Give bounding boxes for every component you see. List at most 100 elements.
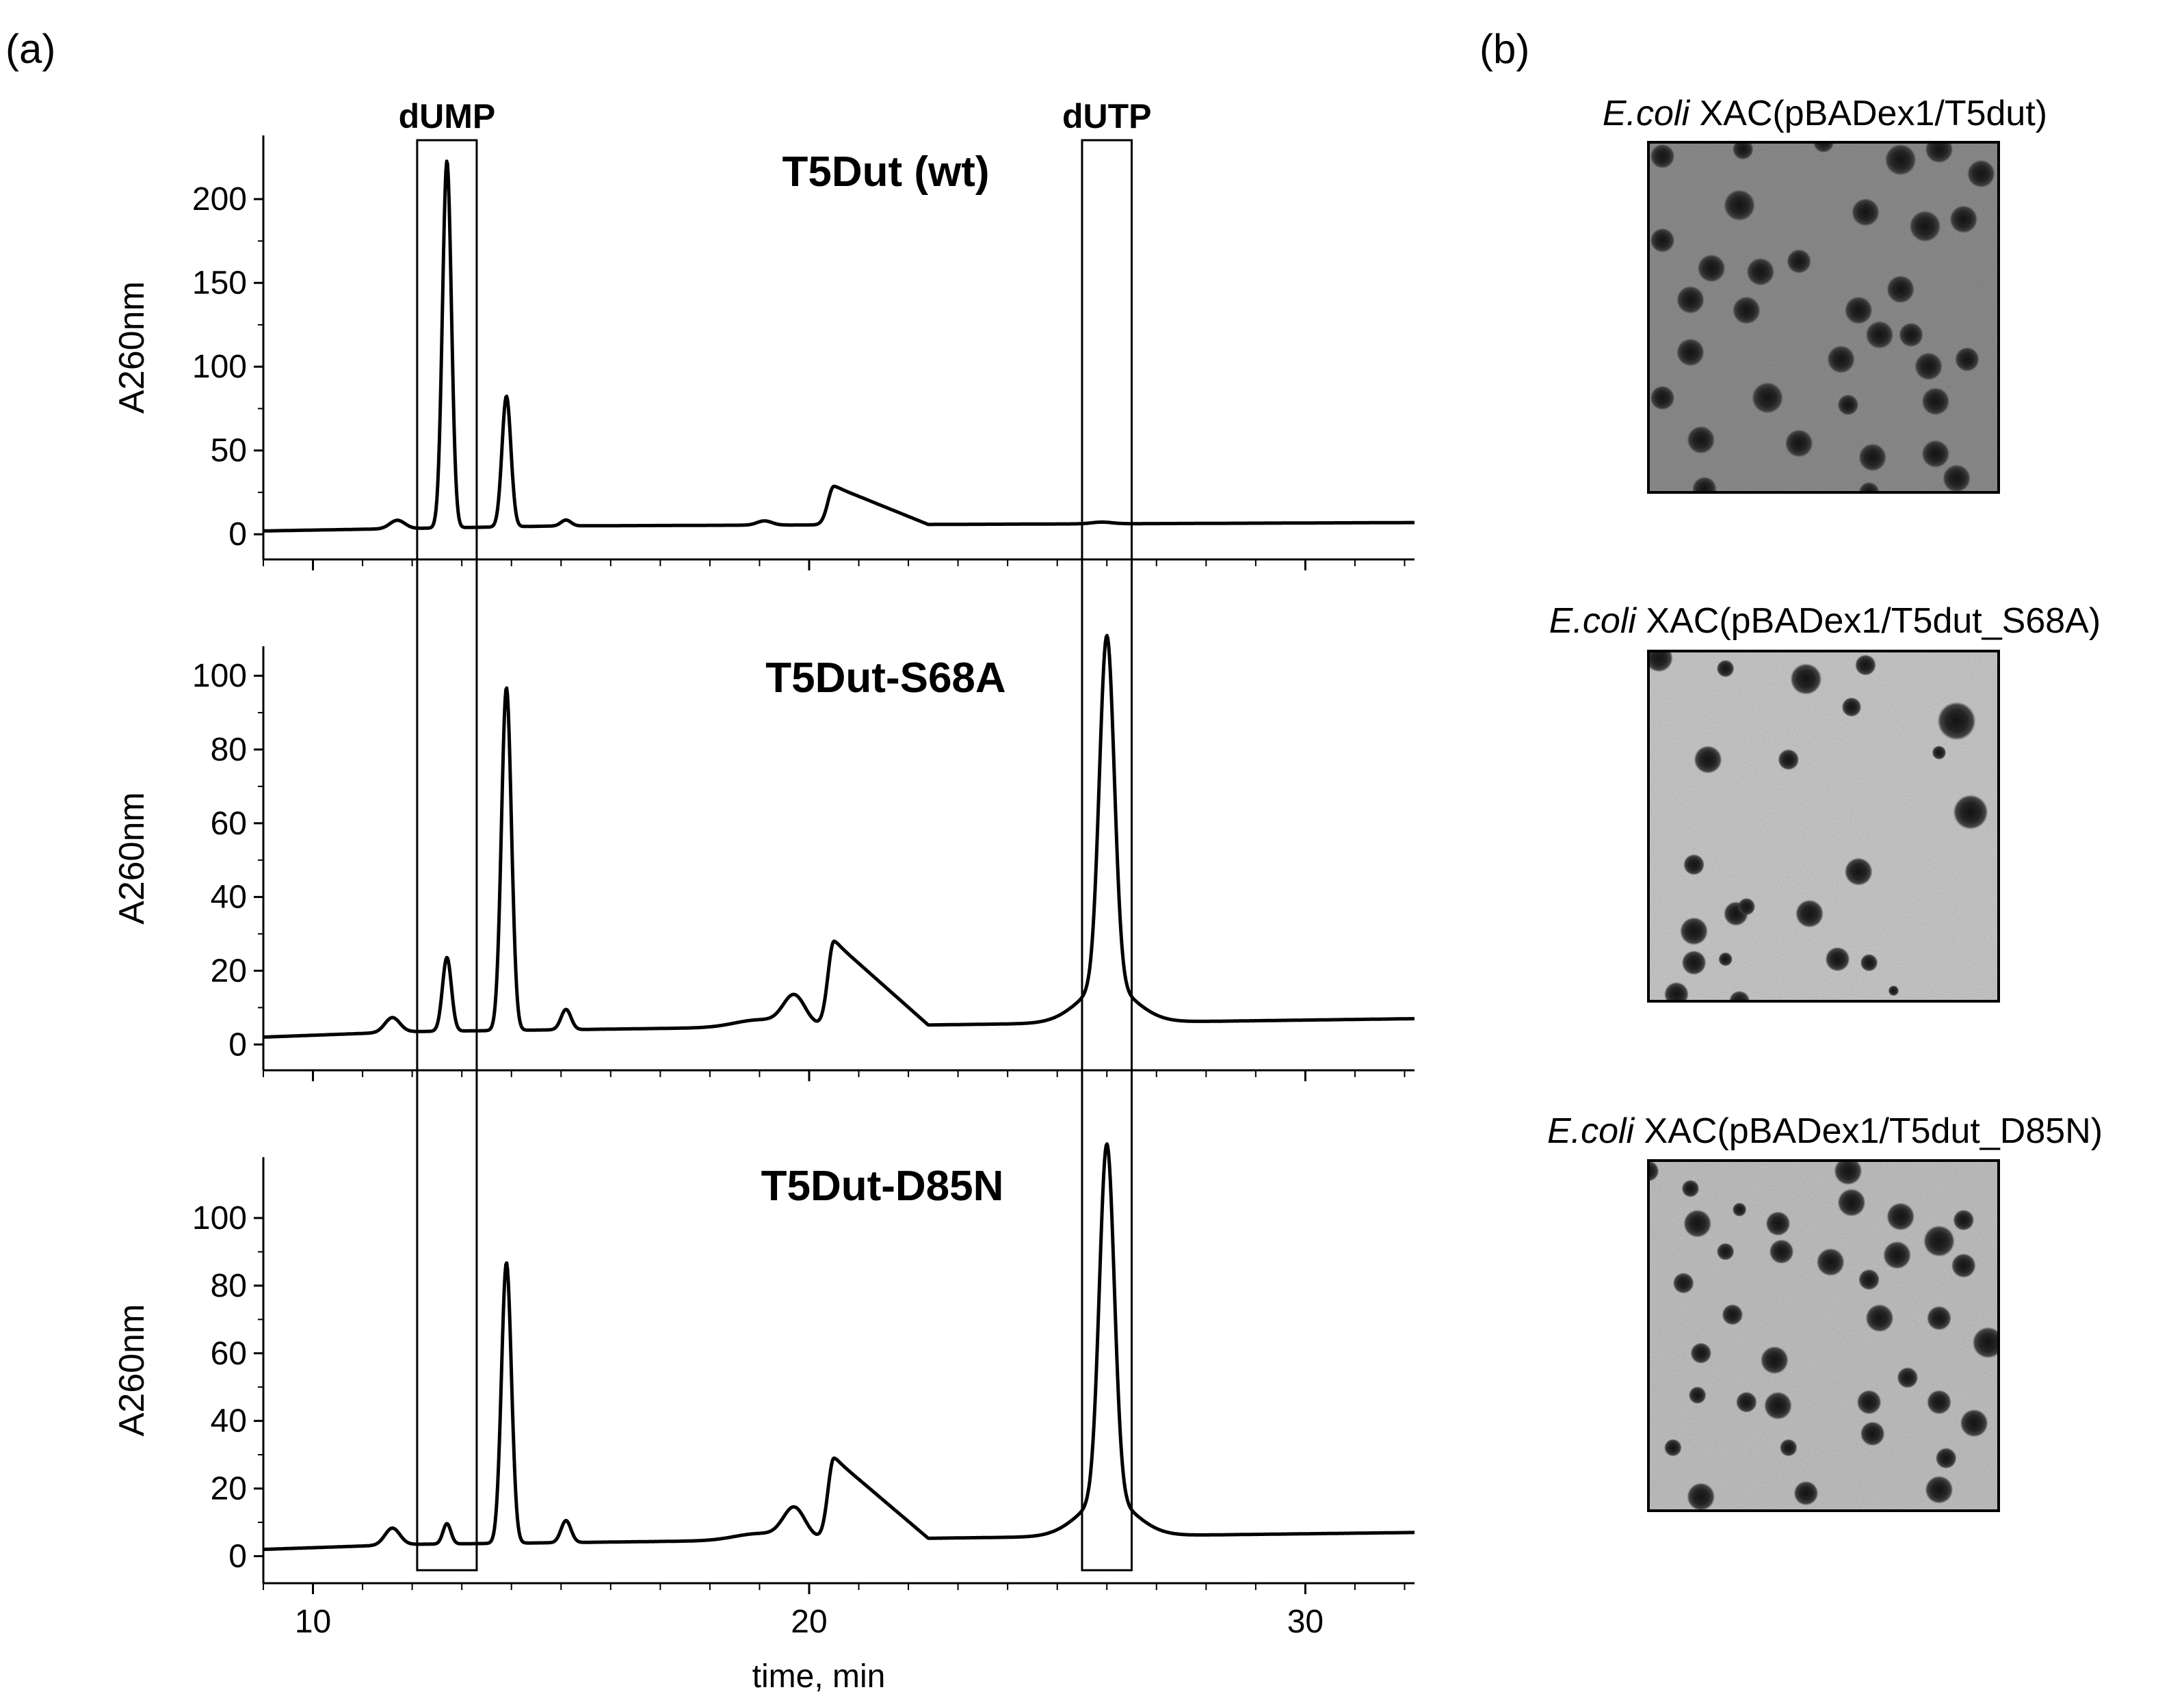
y-tick-label: 0 xyxy=(228,1027,247,1063)
colony-caption: E.coli XAC(pBADex1/T5dut) xyxy=(1603,94,2047,133)
x-tick-label: 30 xyxy=(1287,1604,1324,1640)
y-tick-label: 40 xyxy=(211,879,247,916)
colony-spot xyxy=(1650,228,1675,253)
panel-title: T5Dut-D85N xyxy=(761,1163,1004,1210)
colony-plate xyxy=(1648,651,1999,1001)
colony-spot xyxy=(1841,697,1862,717)
colony-spot xyxy=(1765,1211,1791,1236)
highlight-box-label: dUMP xyxy=(399,97,496,135)
colony-spot xyxy=(1883,1241,1911,1269)
colony-spot xyxy=(1722,1303,1744,1325)
colony-spot xyxy=(1932,745,1947,760)
colony-spot xyxy=(1676,338,1705,367)
colony-spot xyxy=(1687,425,1715,454)
colony-spot xyxy=(1785,429,1813,458)
colony-spot xyxy=(1676,285,1705,314)
colony-spot xyxy=(1834,1161,1863,1185)
colony-spot xyxy=(1915,352,1943,381)
colony-spot xyxy=(1960,1409,1988,1438)
colony-spot xyxy=(1865,1303,1894,1332)
colony-spot xyxy=(1925,142,1953,163)
colony-spot xyxy=(1672,1272,1694,1294)
colony-spot xyxy=(1780,1439,1798,1457)
colony-spot xyxy=(1888,985,1899,996)
y-tick-label: 40 xyxy=(211,1403,247,1440)
panel-b-label: (b) xyxy=(1479,26,1529,72)
colony-spot xyxy=(1664,981,1689,1001)
colony-spot xyxy=(1716,659,1735,678)
colony-spot xyxy=(1650,385,1675,410)
colony-spot xyxy=(1886,275,1915,304)
colony-spot xyxy=(1886,1202,1915,1231)
y-tick-label: 200 xyxy=(192,181,247,217)
colony-spot xyxy=(1925,1475,1953,1504)
y-tick-label: 0 xyxy=(228,1538,247,1574)
y-axis-label: A260nm xyxy=(112,1304,152,1437)
y-tick-label: 60 xyxy=(211,1336,247,1372)
colony-spot xyxy=(1860,953,1878,972)
x-axis-label: time, min xyxy=(752,1658,886,1694)
colony-spot xyxy=(1858,1269,1880,1291)
colony-spot xyxy=(1844,296,1873,325)
caption-species: E.coli xyxy=(1603,94,1691,133)
colony-spot xyxy=(1769,1239,1794,1265)
chart-panel-3: 0 20 40 60 80 100 10 20 30 A260nm T5Dut-D85N xyxy=(112,1142,1416,1640)
colony-spot xyxy=(1650,144,1675,169)
colony-spot xyxy=(1937,702,1976,741)
colony-spot xyxy=(1763,1391,1792,1420)
colony-spot xyxy=(1923,1225,1955,1257)
highlight-box-label: dUTP xyxy=(1062,97,1152,135)
y-tick-label: 50 xyxy=(211,433,247,469)
y-tick-label: 0 xyxy=(228,516,247,553)
panel-title: T5Dut (wt) xyxy=(782,148,989,196)
y-axis-label: A260nm xyxy=(112,281,152,414)
y-tick-label: 20 xyxy=(211,953,247,989)
colony-spot xyxy=(1681,950,1707,975)
highlight-box xyxy=(416,139,478,1572)
y-tick-label: 60 xyxy=(211,806,247,842)
colony-spot xyxy=(1793,1481,1819,1506)
colony-spot xyxy=(1827,345,1856,373)
colony-spot xyxy=(1813,142,1834,153)
colony-spot xyxy=(1681,1180,1700,1197)
colony-spot xyxy=(1664,1439,1682,1457)
colony-spot xyxy=(1935,1447,1957,1469)
colony-spot xyxy=(1844,858,1873,886)
colony-spot xyxy=(1816,1248,1845,1276)
colony-spot xyxy=(1648,651,1673,672)
colony-spot xyxy=(1683,853,1705,875)
colony-spot xyxy=(1736,1391,1757,1413)
colony-spot xyxy=(1966,159,1995,188)
x-tick-label: 10 xyxy=(295,1604,331,1640)
plate-border xyxy=(1647,141,2000,494)
colony-spot xyxy=(1688,1386,1707,1404)
colony-spot xyxy=(1837,1188,1866,1217)
colony-spot xyxy=(1955,347,1979,372)
colony-spot xyxy=(1953,1209,1975,1231)
x-tick-label: 20 xyxy=(791,1604,827,1640)
colony-spot xyxy=(1724,189,1756,222)
caption-strain: XAC(pBADex1/T5dut_D85N) xyxy=(1634,1111,2103,1151)
series-line xyxy=(262,1142,1416,1552)
y-tick-label: 100 xyxy=(192,658,247,694)
chart-panel-1: 0 50 100 150 200 A260nm T5Dut (wt) xyxy=(112,135,1416,570)
colony-spot xyxy=(1737,897,1756,916)
colony-spot xyxy=(1825,947,1850,972)
panel-a-label: (a) xyxy=(5,26,55,72)
y-tick-label: 100 xyxy=(192,1200,247,1236)
colony-spot xyxy=(1951,1253,1976,1278)
colony-panel-2: E.coli XAC(pBADex1/T5dut_S68A) xyxy=(1549,601,2101,1003)
colony-spot xyxy=(1921,440,1950,468)
colony-spot xyxy=(1716,1243,1735,1260)
colony-spot xyxy=(1943,464,1971,492)
y-tick-label: 80 xyxy=(211,732,247,768)
colony-spot xyxy=(1690,1342,1712,1364)
colony-panel-1: E.coli XAC(pBADex1/T5dut) xyxy=(1603,94,2047,494)
colony-spot xyxy=(1897,1367,1919,1388)
plate-border xyxy=(1647,650,2000,1003)
highlight-boxes: dUMP dUTP xyxy=(399,97,1152,1572)
colony-caption: E.coli XAC(pBADex1/T5dut_S68A) xyxy=(1549,601,2101,641)
colony-spot xyxy=(1860,1421,1885,1446)
colony-spot xyxy=(1697,254,1726,282)
